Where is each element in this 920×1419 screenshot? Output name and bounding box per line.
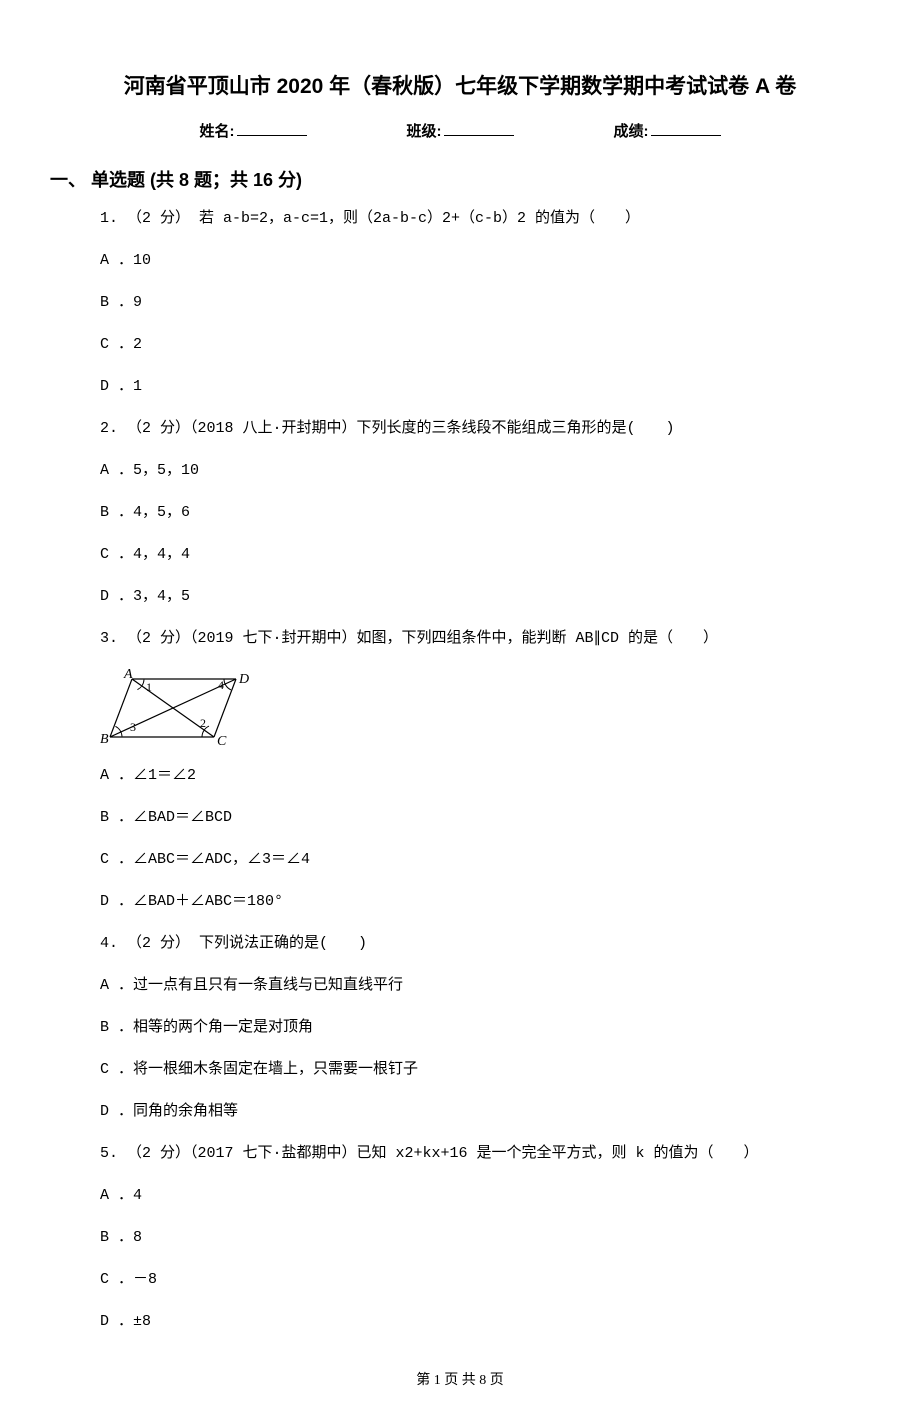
class-field: 班级: xyxy=(407,120,514,141)
score-underline xyxy=(651,121,721,136)
score-field: 成绩: xyxy=(614,120,721,141)
q1-choice-d: D ．1 xyxy=(100,375,860,399)
q5-choice-d: D ．±8 xyxy=(100,1310,860,1334)
q3-figure: A D B C 1 4 3 2 xyxy=(100,669,860,749)
question-2: 2. （2 分）（2018 八上·开封期中）下列长度的三条线段不能组成三角形的是… xyxy=(100,417,860,441)
q2-choice-b: B ．4，5，6 xyxy=(100,501,860,525)
q3-choice-a: A ．∠1＝∠2 xyxy=(100,764,860,788)
svg-text:D: D xyxy=(238,672,249,687)
question-5: 5. （2 分）（2017 七下·盐都期中）已知 x2+kx+16 是一个完全平… xyxy=(100,1142,860,1166)
q3-choice-c: C ．∠ABC＝∠ADC，∠3＝∠4 xyxy=(100,848,860,872)
section-1-header: 一、 单选题 (共 8 题；共 16 分) xyxy=(50,166,860,192)
q4-choice-d: D ．同角的余角相等 xyxy=(100,1100,860,1124)
question-3: 3. （2 分）（2019 七下·封开期中）如图，下列四组条件中，能判断 AB∥… xyxy=(100,627,860,651)
class-label: 班级: xyxy=(407,120,442,141)
question-4: 4. （2 分） 下列说法正确的是( ) xyxy=(100,932,860,956)
student-info-row: 姓名: 班级: 成绩: xyxy=(60,120,860,141)
score-label: 成绩: xyxy=(614,120,649,141)
q5-choice-c: C ．－8 xyxy=(100,1268,860,1292)
q2-choice-c: C ．4，4，4 xyxy=(100,543,860,567)
q3-choice-b: B ．∠BAD＝∠BCD xyxy=(100,806,860,830)
q2-choice-a: A ．5，5，10 xyxy=(100,459,860,483)
parallelogram-diagram: A D B C 1 4 3 2 xyxy=(100,669,250,749)
q5-choice-b: B ．8 xyxy=(100,1226,860,1250)
name-label: 姓名: xyxy=(200,120,235,141)
svg-text:C: C xyxy=(217,734,227,749)
question-1: 1. （2 分） 若 a-b=2，a-c=1，则（2a-b-c）2+（c-b）2… xyxy=(100,207,860,231)
q1-choice-c: C ．2 xyxy=(100,333,860,357)
svg-text:B: B xyxy=(100,732,109,747)
q4-choice-c: C ．将一根细木条固定在墙上，只需要一根钉子 xyxy=(100,1058,860,1082)
svg-text:1: 1 xyxy=(146,680,152,694)
name-underline xyxy=(237,121,307,136)
exam-title: 河南省平顶山市 2020 年（春秋版）七年级下学期数学期中考试试卷 A 卷 xyxy=(60,70,860,100)
q4-choice-b: B ．相等的两个角一定是对顶角 xyxy=(100,1016,860,1040)
q1-choice-b: B ．9 xyxy=(100,291,860,315)
svg-text:3: 3 xyxy=(130,720,136,734)
q4-choice-a: A ．过一点有且只有一条直线与已知直线平行 xyxy=(100,974,860,998)
page-footer: 第 1 页 共 8 页 xyxy=(60,1369,860,1389)
q3-choice-d: D ．∠BAD＋∠ABC＝180° xyxy=(100,890,860,914)
q2-choice-d: D ．3，4，5 xyxy=(100,585,860,609)
q1-choice-a: A ．10 xyxy=(100,249,860,273)
name-field: 姓名: xyxy=(200,120,307,141)
svg-text:2: 2 xyxy=(200,716,206,730)
q5-choice-a: A ．4 xyxy=(100,1184,860,1208)
svg-text:4: 4 xyxy=(218,678,224,692)
class-underline xyxy=(444,121,514,136)
svg-text:A: A xyxy=(123,669,133,682)
